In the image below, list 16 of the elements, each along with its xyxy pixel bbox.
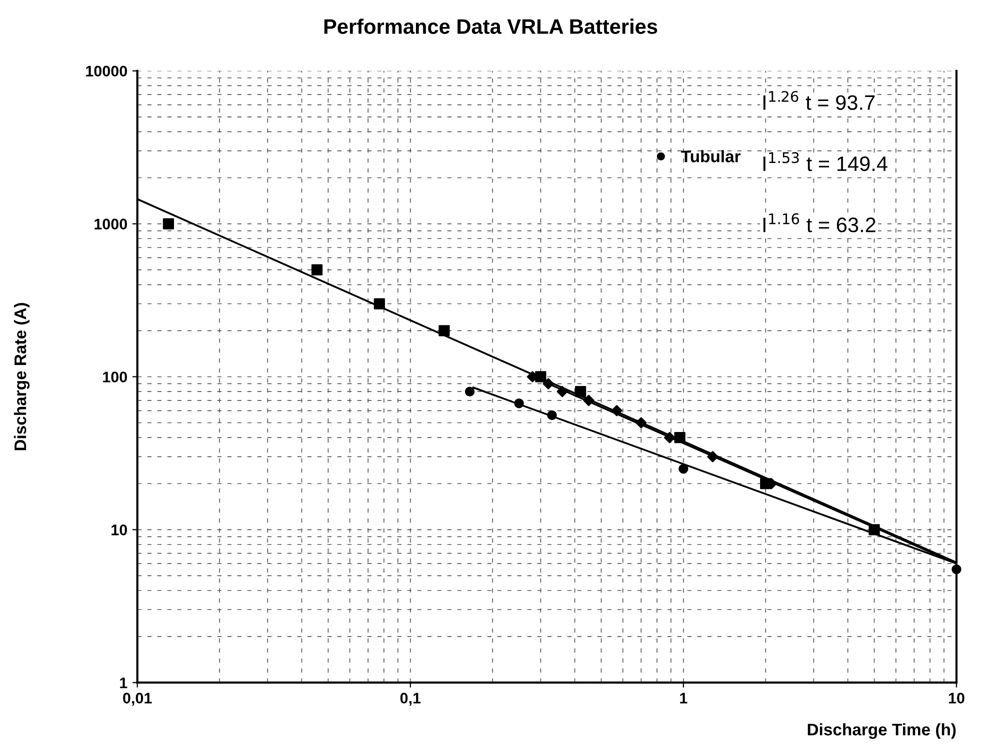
annotation: I$^{1.16}$ t = 63.2 — [763, 213, 876, 232]
x-tick-label: 0,01 — [123, 692, 152, 706]
y-tick-label: 10 — [112, 524, 127, 536]
y-axis-title: Discharge Rate (A) — [14, 303, 30, 450]
legend-label: Tubular — [681, 150, 741, 162]
y-tick-label: 100 — [103, 372, 127, 382]
x-axis-title: Discharge Time (h) — [808, 723, 956, 739]
chart-title: Performance Data VRLA Batteries — [324, 18, 658, 34]
y-tick-label: 1000 — [94, 218, 127, 230]
x-tick-label: 10 — [948, 692, 964, 704]
x-tick-label: 1 — [680, 692, 688, 704]
y-tick-label: 10000 — [86, 66, 127, 77]
y-tick-label: 1 — [120, 678, 128, 688]
annotation: I$^{1.26}$ t = 93.7 — [763, 90, 875, 110]
x-tick-label: 0,1 — [400, 692, 421, 706]
annotation: I$^{1.53}$ t = 149.4 — [763, 152, 888, 172]
